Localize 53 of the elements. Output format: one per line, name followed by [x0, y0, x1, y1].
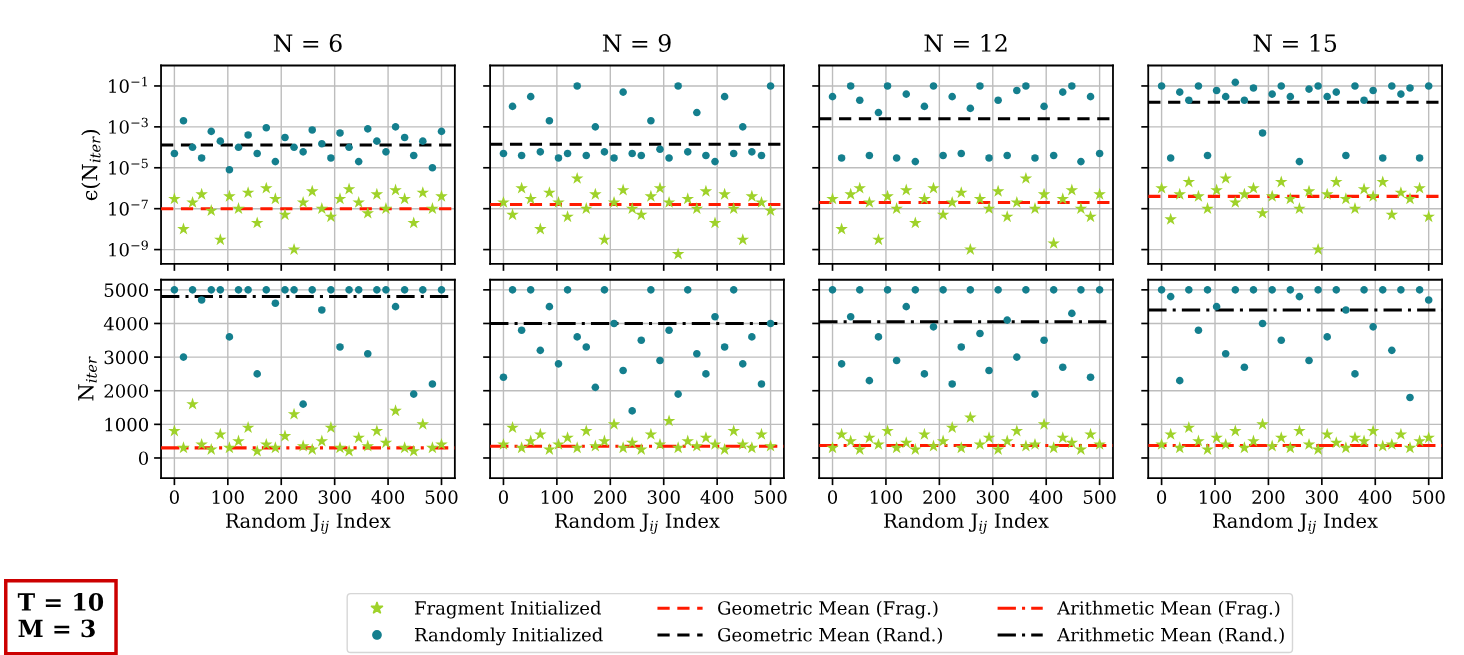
x-tick-label: 100 — [1199, 490, 1232, 504]
x-tick-label: 500 — [754, 490, 787, 504]
y-tick-label: 5000 — [104, 283, 149, 297]
chart-title: N = 6 — [273, 34, 342, 52]
x-tick-label: 200 — [265, 490, 298, 504]
y-axis-title: ϵ(N$_{iter}$) — [81, 129, 101, 201]
legend-label: Arithmetic Mean (Frag.) — [1057, 600, 1280, 619]
x-tick-label: 0 — [169, 490, 179, 504]
text: M = 3 — [18, 619, 95, 638]
y-tick-label: 10$^{−5}$ — [109, 158, 148, 175]
x-axis-title: Random J$_{ij}$ Index — [1213, 512, 1378, 534]
y-tick-label: 1000 — [105, 417, 149, 432]
x-tick-label: 0 — [1157, 490, 1167, 504]
x-tick-label: 400 — [1358, 490, 1392, 504]
legend-label: Randomly Initialized — [414, 627, 603, 646]
y-tick-label: 4000 — [103, 316, 149, 331]
y-axis-title: N$_{iter}$ — [78, 356, 97, 401]
x-tick-label: 0 — [827, 490, 838, 504]
x-tick-label: 300 — [647, 490, 680, 504]
y-tick-label: 3000 — [104, 350, 149, 365]
x-tick-label: 200 — [594, 490, 627, 504]
y-tick-label: 10$^{−7}$ — [109, 199, 148, 216]
chart-title: N = 12 — [924, 34, 1007, 52]
y-tick-label: 10$^{−1}$ — [109, 76, 147, 93]
chart-title: N = 9 — [602, 34, 671, 52]
x-tick-label: 400 — [1029, 490, 1063, 504]
y-tick-label: 2000 — [104, 384, 149, 398]
legend-label: Geometric Mean (Rand.) — [718, 627, 942, 645]
x-tick-label: 500 — [1083, 490, 1116, 504]
x-tick-label: 300 — [976, 490, 1009, 504]
x-tick-label: 100 — [541, 490, 573, 504]
text: T = 10 — [17, 593, 104, 611]
x-axis-title: Random J$_{ij}$ Index — [884, 512, 1049, 534]
y-tick-label: 10$^{−3}$ — [109, 117, 148, 134]
legend-label: Geometric Mean (Frag.) — [718, 600, 938, 619]
x-tick-label: 0 — [498, 490, 508, 504]
y-tick-label: 0 — [138, 451, 149, 466]
x-tick-label: 500 — [425, 490, 458, 504]
x-tick-label: 300 — [1305, 490, 1338, 504]
x-tick-label: 400 — [700, 490, 734, 504]
legend-label: Arithmetic Mean (Rand.) — [1057, 627, 1284, 645]
x-axis-title: Random J$_{ij}$ Index — [555, 512, 720, 534]
x-tick-label: 100 — [212, 490, 244, 504]
chart-title: N = 15 — [1253, 34, 1337, 52]
x-tick-label: 400 — [371, 490, 405, 504]
y-tick-label: 10$^{−9}$ — [109, 240, 148, 257]
legend-label: Fragment Initialized — [414, 600, 601, 619]
x-tick-label: 200 — [1252, 490, 1285, 504]
x-tick-label: 500 — [1412, 490, 1445, 504]
x-tick-label: 200 — [923, 490, 956, 504]
x-tick-label: 100 — [870, 490, 902, 504]
x-tick-label: 300 — [318, 490, 351, 504]
x-axis-title: Random J$_{ij}$ Index — [225, 512, 391, 534]
